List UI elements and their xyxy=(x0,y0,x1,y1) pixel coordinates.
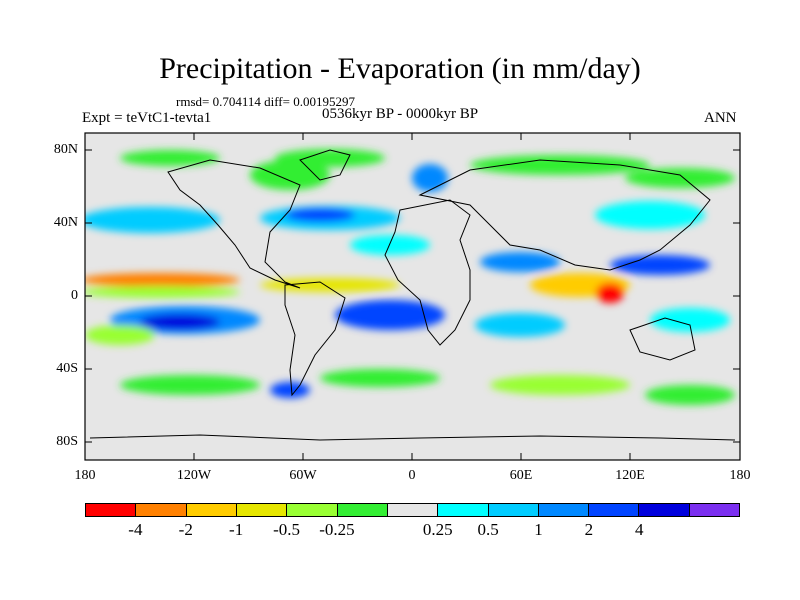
map-title: Precipitation - Evaporation (in mm/day) xyxy=(159,52,641,85)
lon-label: 180 xyxy=(729,468,751,483)
colorbar-label: -0.25 xyxy=(319,520,355,539)
lat-label: 40S xyxy=(56,361,78,376)
colorbar-swatch xyxy=(488,504,539,516)
experiment-label: Expt = teVtC1-tevta1 xyxy=(82,110,212,126)
colorbar-label: 2 xyxy=(584,520,594,539)
colorbar-swatch xyxy=(589,504,640,516)
colorbar-swatch xyxy=(287,504,338,516)
colorbar-label: -1 xyxy=(229,520,244,539)
colorbar-label: 4 xyxy=(634,520,644,539)
tick-marks xyxy=(84,133,741,460)
period-text: 0536kyr BP - 0000kyr BP xyxy=(322,106,479,122)
colorbar-swatch xyxy=(186,504,237,516)
colorbar-swatch xyxy=(639,504,690,516)
colorbar-label: -4 xyxy=(128,520,143,539)
colorbar-swatch xyxy=(689,504,740,516)
lon-label: 60E xyxy=(509,468,533,483)
colorbar-swatch xyxy=(538,504,590,516)
lon-label: 180 xyxy=(74,468,96,483)
lon-label: 0 xyxy=(408,468,416,483)
lat-label: 80S xyxy=(56,434,78,449)
colorbar-label: -0.5 xyxy=(273,520,300,539)
colorbar-label: 0.25 xyxy=(422,520,453,539)
colorbar-label: 1 xyxy=(534,520,543,539)
coastlines xyxy=(89,149,736,441)
lon-label: 120E xyxy=(615,468,645,483)
colorbar-label: 0.5 xyxy=(477,520,499,539)
stats-text: rmsd= 0.704114 diff= 0.00195297 xyxy=(176,94,355,109)
colorbar-swatch xyxy=(337,504,388,516)
colorbar-label: -2 xyxy=(178,520,193,539)
lon-label: 120W xyxy=(176,468,212,483)
field-blobs xyxy=(85,149,735,405)
colorbar-swatch xyxy=(438,504,489,516)
map-field xyxy=(85,133,740,460)
lat-label: 40N xyxy=(53,215,78,230)
colorbar xyxy=(85,503,740,517)
colorbar-swatch xyxy=(136,504,187,516)
lon-label: 60W xyxy=(289,468,317,483)
season-label: ANN xyxy=(704,110,737,126)
colorbar-swatch xyxy=(86,504,137,516)
colorbar-swatch xyxy=(236,504,288,516)
lat-label: 0 xyxy=(71,288,78,303)
colorbar-swatch xyxy=(387,504,439,516)
lat-label: 80N xyxy=(53,142,78,157)
